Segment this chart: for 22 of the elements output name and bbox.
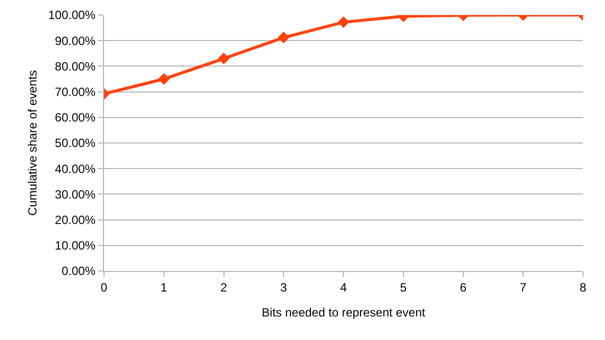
- x-tick-label: 7: [520, 280, 527, 294]
- y-tick-label: 90.00%: [54, 34, 96, 48]
- y-tick-label: 100.00%: [48, 8, 96, 22]
- y-tick-label: 70.00%: [54, 85, 96, 99]
- y-axis-title: Cumulative share of events: [26, 70, 40, 216]
- y-tick-label: 40.00%: [54, 162, 96, 176]
- x-tick-label: 5: [400, 280, 408, 294]
- x-tick-label: 8: [580, 280, 587, 294]
- x-tick-label: 6: [460, 280, 467, 294]
- y-tick-label: 30.00%: [54, 187, 96, 202]
- y-tick-label: 20.00%: [54, 213, 96, 227]
- y-tick-label: 80.00%: [54, 59, 96, 74]
- x-tick-label: 0: [100, 280, 108, 294]
- x-tick-label: 4: [340, 280, 348, 294]
- x-tick-label: 2: [220, 280, 228, 294]
- x-tick-label: 1: [160, 280, 168, 294]
- y-tick-label: 10.00%: [54, 238, 96, 253]
- x-tick-label: 3: [280, 280, 288, 294]
- y-tick-label: 0.00%: [62, 264, 96, 278]
- x-axis-title: Bits needed to represent event: [262, 305, 426, 320]
- y-tick-label: 50.00%: [54, 136, 96, 150]
- y-tick-label: 60.00%: [54, 110, 96, 125]
